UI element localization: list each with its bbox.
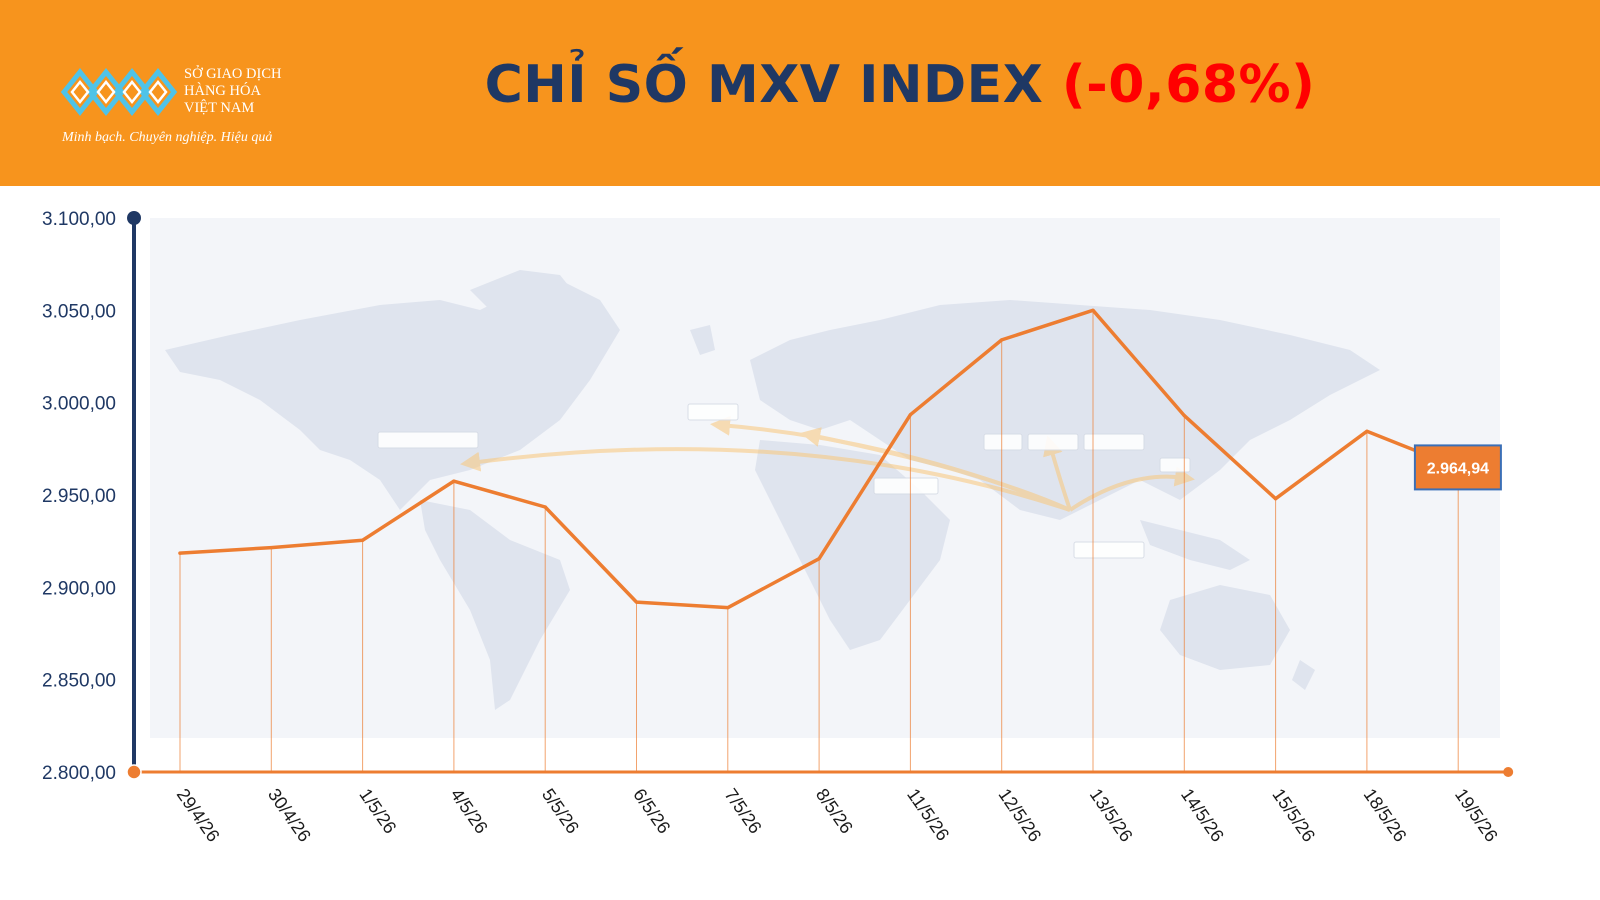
title-main: CHỈ SỐ MXV INDEX: [484, 55, 1044, 115]
y-tick-label: 2.850,00: [42, 671, 116, 692]
x-tick-label: 11/5/26: [903, 785, 953, 845]
x-tick-label: 7/5/26: [721, 785, 766, 837]
x-tick-label: 6/5/26: [629, 785, 674, 837]
x-tick-labels: 29/4/26 30/4/26 1/5/26 4/5/26 5/5/26 6/5/26 7/…: [173, 785, 1502, 846]
data-point: [178, 551, 182, 555]
y-tick-label: 3.100,00: [42, 209, 116, 230]
x-tick-label: 19/5/26: [1451, 785, 1502, 846]
last-value-label: 2.964,94: [1427, 460, 1489, 477]
data-point: [817, 557, 821, 561]
axis-origin-dot: [126, 764, 142, 780]
header-banner: SỞ GIAO DỊCH HÀNG HÓA VIỆT NAM Minh bạch…: [0, 0, 1600, 186]
data-point: [1000, 338, 1004, 342]
x-tick-label: 12/5/26: [994, 785, 1045, 846]
data-point: [361, 538, 365, 542]
data-point: [1182, 413, 1186, 418]
data-point: [269, 546, 273, 550]
y-axis-top-dot: [127, 211, 141, 225]
chart-axes: [126, 211, 1514, 780]
logo-line-3: VIỆT NAM: [184, 100, 255, 116]
y-tick-labels: 2.800,00 2.850,00 2.900,00 2.950,00 3.000,00…: [42, 209, 116, 784]
page-title: CHỈ SỐ MXV INDEX (-0,68%): [0, 55, 1600, 115]
x-tick-label: 18/5/26: [1360, 785, 1411, 846]
x-tick-label: 8/5/26: [812, 785, 857, 837]
drop-lines: [179, 310, 1459, 772]
mxv-logo-icon: [60, 67, 178, 117]
data-point: [1365, 429, 1369, 433]
logo-line-1: SỞ GIAO DỊCH: [184, 66, 282, 82]
y-tick-label: 3.000,00: [42, 394, 116, 415]
logo-wordmark: SỞ GIAO DỊCH HÀNG HÓA VIỆT NAM: [184, 66, 281, 117]
logo-slogan: Minh bạch. Chuyên nghiệp. Hiệu quả: [62, 130, 273, 145]
world-map-background: [150, 218, 1500, 738]
data-point: [452, 479, 456, 483]
x-tick-label: 4/5/26: [447, 785, 492, 837]
x-tick-label: 30/4/26: [264, 785, 315, 846]
x-axis-end-dot: [1503, 767, 1514, 777]
y-tick-label: 3.050,00: [42, 301, 116, 322]
x-tick-label: 15/5/26: [1268, 785, 1319, 846]
x-tick-label: 29/4/26: [173, 785, 224, 846]
x-tick-label: 14/5/26: [1177, 785, 1228, 846]
data-point: [726, 606, 730, 610]
x-tick-label: 13/5/26: [1086, 785, 1137, 846]
data-point: [908, 413, 913, 417]
x-tick-label: 5/5/26: [538, 785, 583, 837]
y-tick-label: 2.950,00: [42, 486, 116, 507]
data-point: [543, 505, 547, 509]
mxv-logo: SỞ GIAO DỊCH HÀNG HÓA VIỆT NAM Minh bạch…: [60, 60, 320, 160]
data-point: [1274, 497, 1278, 501]
series-layer: [178, 308, 1460, 610]
y-tick-label: 2.800,00: [42, 763, 116, 784]
last-value-callout: 2.964,94: [1413, 444, 1502, 491]
last-value-box: [1413, 444, 1502, 491]
data-point: [1091, 308, 1095, 312]
data-point: [634, 600, 639, 604]
title-change: (-0,68%): [1061, 55, 1316, 115]
y-tick-label: 2.900,00: [42, 578, 116, 599]
logo-line-2: HÀNG HÓA: [184, 83, 261, 99]
x-tick-label: 1/5/26: [355, 785, 400, 837]
